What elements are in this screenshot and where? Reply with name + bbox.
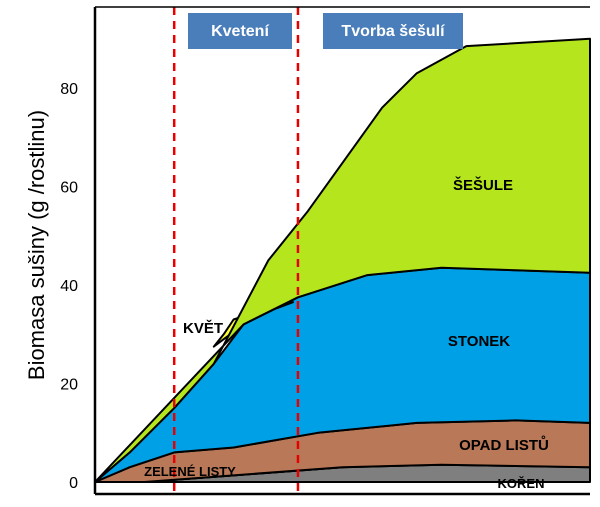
label-opad-listu: OPAD LISTŮ [459,435,549,454]
y-tick-labels: 0 20 40 60 80 [60,81,78,492]
label-kvet: KVĚT [183,319,223,337]
y-tick-label: 20 [60,377,78,394]
y-tick-label: 40 [60,278,78,295]
y-tick-label: 0 [69,475,78,492]
label-zelene-listy: ZELENÉ LISTY [144,464,236,479]
label-koren: KOŘEN [498,476,545,491]
area-layers [94,37,591,483]
area-6 [94,37,591,483]
phase-label-tvorba-sesuli: Tvorba šešulí [341,23,445,40]
y-tick-label: 60 [60,180,78,197]
y-tick-label: 80 [60,81,78,98]
label-stonek: STONEK [448,333,510,350]
label-sesule: ŠEŠULE [453,176,513,194]
phase-label-kveteni: Kvetení [211,23,269,40]
y-axis-label: Biomasa sušiny (g /rostlinu) [24,110,49,380]
phase-box-kveteni [188,13,292,49]
phase-box-tvorba-sesuli [323,13,463,49]
